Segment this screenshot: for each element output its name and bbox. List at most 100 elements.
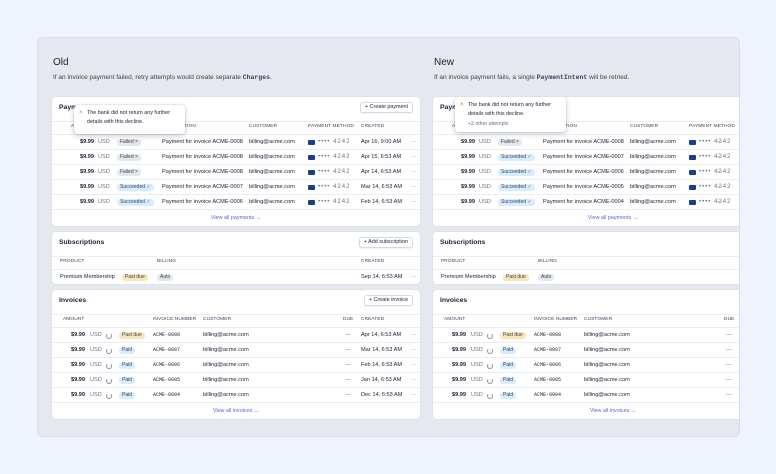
divider: [52, 134, 420, 135]
row-menu[interactable]: ···: [411, 331, 417, 338]
currency: USD: [471, 391, 483, 398]
product: Premium Membership: [60, 273, 115, 280]
sync-icon: [106, 332, 112, 339]
status-badge: Past due: [122, 273, 148, 281]
status-badge: Succeeded: [498, 183, 535, 191]
status-badge: Failed: [117, 138, 141, 146]
divider: [433, 387, 739, 388]
currency: USD: [98, 138, 110, 145]
card-button[interactable]: + Create invoice: [363, 295, 413, 306]
card-number: •••• 4242: [699, 138, 732, 145]
status-badge: Succeeded: [117, 198, 154, 206]
card-icon: [689, 154, 696, 160]
customer: billing@acme.com: [249, 138, 295, 145]
view-all-link[interactable]: View all payments →: [210, 215, 262, 221]
row-menu[interactable]: ···: [411, 168, 417, 175]
divider: [52, 256, 420, 257]
row-menu[interactable]: ···: [411, 198, 417, 205]
divider: [52, 149, 420, 150]
view-all-link[interactable]: View all invoices →: [589, 408, 637, 414]
divider: [433, 179, 739, 180]
row-menu[interactable]: ···: [717, 168, 723, 175]
row-menu[interactable]: ···: [411, 138, 417, 145]
due: —: [345, 346, 351, 353]
amount: $9.99: [452, 361, 466, 368]
row-menu[interactable]: ···: [411, 361, 417, 368]
divider: [52, 387, 420, 388]
row-menu[interactable]: ···: [717, 138, 723, 145]
row-menu[interactable]: ···: [411, 376, 417, 383]
view-all-link[interactable]: View all invoices →: [212, 408, 260, 414]
card-number: •••• 4242: [318, 183, 351, 190]
customer: billing@acme.com: [203, 331, 249, 338]
customer: billing@acme.com: [203, 361, 249, 368]
row-menu[interactable]: ···: [411, 391, 417, 398]
decline-tooltip: × The bank did not return any further det…: [455, 97, 566, 132]
card-button[interactable]: + Add subscription: [358, 237, 413, 248]
description: Payment for invoice ACME-0008: [162, 138, 243, 145]
row-menu[interactable]: ···: [411, 153, 417, 160]
subtitle-code: PaymentIntent: [536, 74, 588, 81]
divider: [52, 327, 420, 328]
row-menu[interactable]: ···: [411, 273, 417, 280]
amount: $9.99: [71, 391, 85, 398]
amount: $9.99: [71, 331, 85, 338]
amount: $9.99: [452, 331, 466, 338]
view-all-link[interactable]: View all payments →: [587, 215, 639, 221]
number: ACME-0006: [534, 361, 562, 368]
column-header: CUSTOMER: [203, 317, 232, 322]
card-title: Invoices: [59, 297, 87, 304]
card-number: •••• 4242: [699, 183, 732, 190]
divider: [52, 372, 420, 373]
error-icon: ×: [460, 102, 464, 108]
sync-icon: [106, 347, 112, 354]
status-badge: Succeeded: [498, 198, 535, 206]
card-button[interactable]: + Create payment: [360, 102, 413, 113]
customer: billing@acme.com: [584, 361, 630, 368]
status-badge: Past due: [119, 331, 145, 339]
description: Payment for invoice ACME-0006: [162, 198, 243, 205]
row-menu[interactable]: ···: [411, 183, 417, 190]
status-badge: Auto: [157, 273, 174, 281]
number: ACME-0004: [153, 391, 181, 398]
number: ACME-0008: [153, 331, 181, 338]
row-menu[interactable]: ···: [411, 346, 417, 353]
customer: billing@acme.com: [203, 391, 249, 398]
customer: billing@acme.com: [203, 376, 249, 383]
column-header: CREATED: [361, 124, 385, 129]
currency: USD: [471, 346, 483, 353]
status-badge: Failed: [498, 138, 522, 146]
divider: [52, 342, 420, 343]
card-icon: [689, 169, 696, 175]
error-icon: ×: [79, 110, 83, 116]
customer: billing@acme.com: [249, 153, 295, 160]
card-icon: [689, 199, 696, 205]
amount: $9.99: [80, 153, 94, 160]
description: Payment for invoice ACME-0008: [162, 168, 243, 175]
row-menu[interactable]: ···: [717, 198, 723, 205]
card-title: Subscriptions: [440, 239, 486, 246]
description: Payment for invoice ACME-0004: [543, 198, 624, 205]
product: Premium Membership: [441, 273, 496, 280]
card-title: Invoices: [440, 297, 468, 304]
created: Sep 14, 6:53 AM: [361, 273, 403, 280]
row-menu[interactable]: ···: [717, 153, 723, 160]
card-number: •••• 4242: [318, 168, 351, 175]
card-number: •••• 4242: [318, 198, 351, 205]
currency: USD: [98, 168, 110, 175]
customer: billing@acme.com: [630, 183, 676, 190]
divider: [433, 342, 739, 343]
due: —: [726, 391, 732, 398]
amount: $9.99: [80, 168, 94, 175]
sync-icon: [487, 347, 493, 354]
description: Payment for invoice ACME-0005: [543, 183, 624, 190]
sync-icon: [106, 362, 112, 369]
column-header: PAYMENT METHOD: [689, 124, 735, 129]
number: ACME-0006: [153, 361, 181, 368]
divider: [433, 256, 739, 257]
column-header: PAYMENT METHOD: [308, 124, 354, 129]
created: Apr 14, 6:53 AM: [361, 331, 402, 338]
customer: billing@acme.com: [249, 183, 295, 190]
decline-tooltip: × The bank did not return any further det…: [74, 105, 185, 134]
row-menu[interactable]: ···: [717, 183, 723, 190]
